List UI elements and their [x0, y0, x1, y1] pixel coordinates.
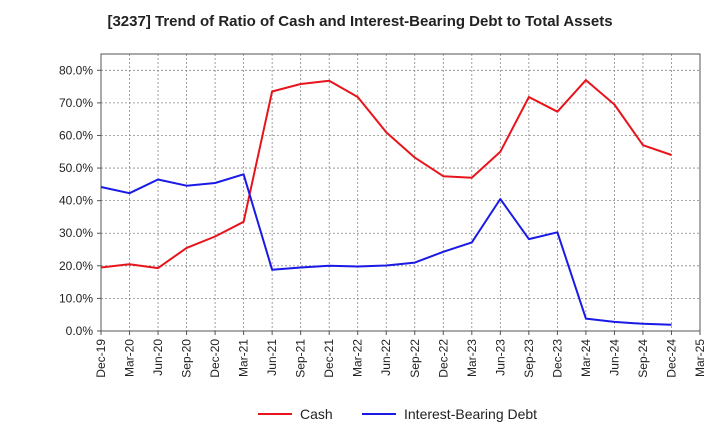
- x-tick-label: Jun-21: [265, 339, 279, 376]
- x-tick-label: Mar-25: [693, 339, 707, 377]
- y-tick-label: 80.0%: [59, 63, 93, 77]
- x-tick-label: Sep-23: [522, 339, 536, 378]
- x-tick-label: Sep-22: [408, 339, 422, 378]
- y-tick-label: 10.0%: [59, 291, 93, 305]
- x-tick-label: Dec-22: [436, 339, 450, 378]
- x-tick-label: Jun-24: [607, 339, 621, 376]
- x-tick-label: Jun-20: [151, 339, 165, 376]
- chart-title: [3237] Trend of Ratio of Cash and Intere…: [107, 13, 613, 30]
- y-tick-label: 40.0%: [59, 194, 93, 208]
- y-tick-label: 70.0%: [59, 96, 93, 110]
- x-tick-label: Jun-22: [379, 339, 393, 376]
- y-tick-label: 0.0%: [66, 324, 94, 338]
- x-tick-label: Sep-20: [180, 339, 194, 378]
- y-tick-label: 50.0%: [59, 161, 93, 175]
- x-tick-label: Mar-23: [465, 339, 479, 377]
- axis-layer: 0.0% 10.0% 20.0% 30.0% 40.0% 50.0% 60.0% 70.0% 8…: [59, 53, 707, 378]
- y-tick-label: 30.0%: [59, 226, 93, 240]
- x-tick-label: Dec-19: [94, 339, 108, 378]
- x-tick-label: Mar-24: [579, 339, 593, 377]
- x-tick-label: Jun-23: [493, 339, 507, 376]
- x-tick-label: Dec-23: [550, 339, 564, 378]
- legend-label: Cash: [300, 406, 333, 422]
- legend-label: Interest-Bearing Debt: [404, 406, 537, 422]
- x-tick-label: Sep-24: [636, 339, 650, 378]
- series-line-interest-bearing-debt: [100, 173, 672, 326]
- grid-layer: [101, 54, 700, 331]
- y-tick-label: 20.0%: [59, 259, 93, 273]
- y-tick-label: 60.0%: [59, 128, 93, 142]
- x-tick-label: Dec-20: [208, 339, 222, 378]
- x-tick-label: Dec-24: [664, 339, 678, 378]
- x-tick-label: Dec-21: [322, 339, 336, 378]
- plot-frame: [100, 53, 701, 332]
- x-tick-label: Mar-21: [237, 339, 251, 377]
- x-tick-label: Mar-22: [351, 339, 365, 377]
- legend: Cash Interest-Bearing Debt: [258, 406, 537, 422]
- series-layer: [100, 79, 672, 326]
- series-line-cash: [100, 79, 672, 270]
- x-tick-label: Mar-20: [123, 339, 137, 377]
- x-tick-label: Sep-21: [294, 339, 308, 378]
